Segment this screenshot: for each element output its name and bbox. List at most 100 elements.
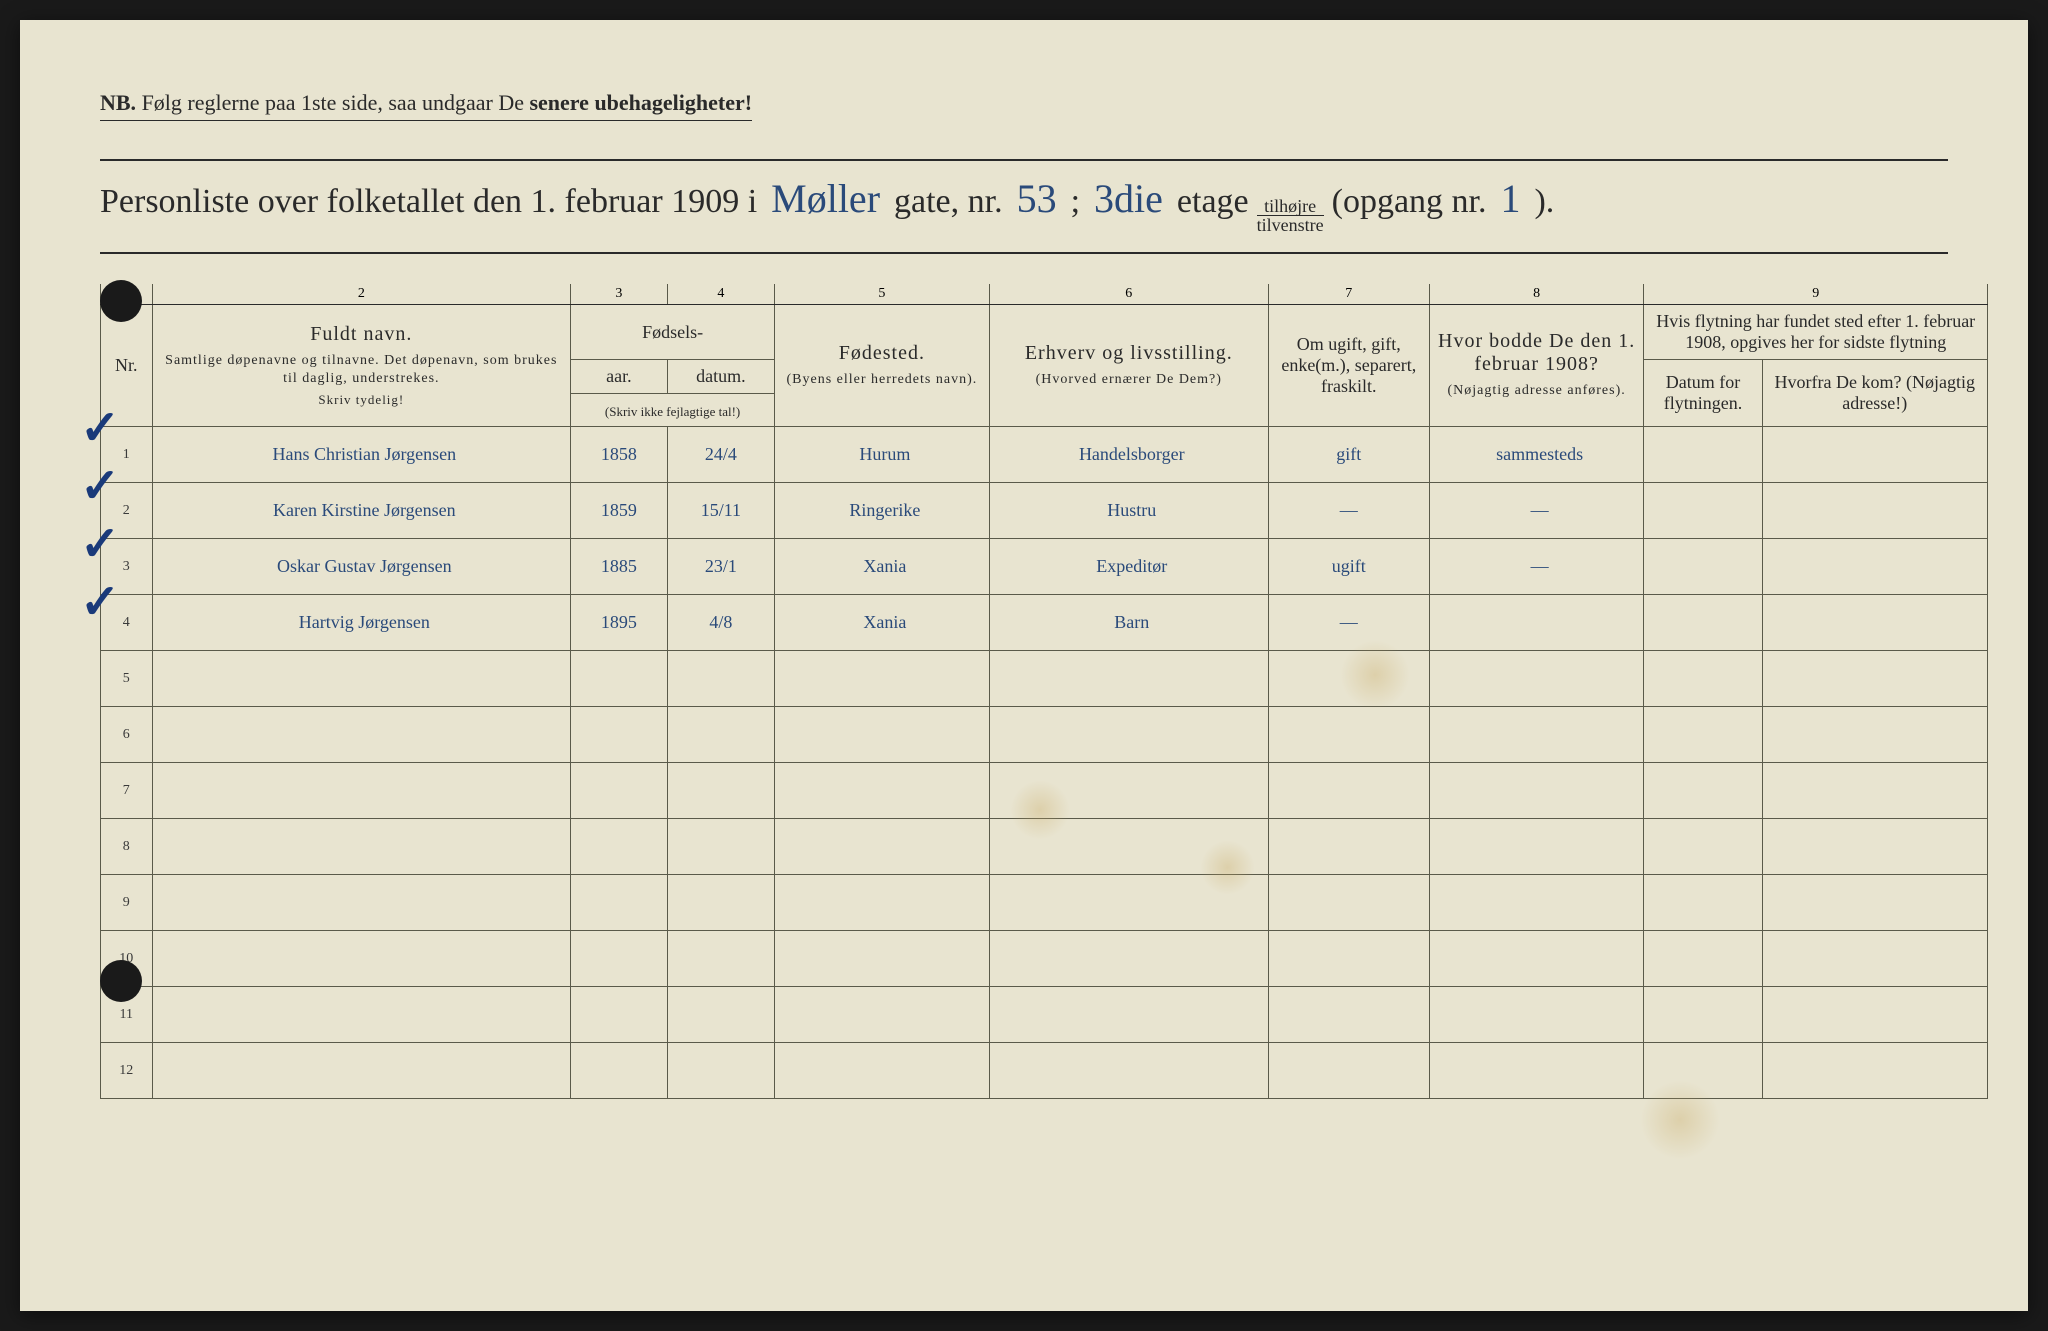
cell bbox=[1762, 483, 1987, 539]
checkmark-icon: ✓ bbox=[80, 400, 120, 456]
cell bbox=[1268, 819, 1429, 875]
colnum: 8 bbox=[1429, 284, 1644, 305]
cell: 1885 bbox=[571, 539, 668, 595]
cell bbox=[1268, 1043, 1429, 1099]
cell bbox=[152, 987, 571, 1043]
cell: 15/11 bbox=[667, 483, 774, 539]
title-semi: ; bbox=[1071, 183, 1080, 221]
cell: 23/1 bbox=[667, 539, 774, 595]
cell: 9 bbox=[101, 875, 153, 931]
nb-prefix: NB. bbox=[100, 90, 136, 115]
floor-number: 3die bbox=[1088, 175, 1169, 222]
hdr-name-tiny: Skriv tydelig! bbox=[159, 392, 565, 408]
hdr-name-main: Fuldt navn. bbox=[310, 323, 412, 345]
etage-label: etage bbox=[1177, 183, 1249, 221]
cell: 8 bbox=[101, 819, 153, 875]
cell bbox=[1268, 987, 1429, 1043]
frac-top: tilhøjre bbox=[1257, 197, 1324, 216]
cell bbox=[1644, 819, 1762, 875]
table-row: 11 bbox=[101, 987, 1988, 1043]
cell bbox=[1762, 651, 1987, 707]
opgang-label: (opgang nr. bbox=[1332, 183, 1487, 221]
cell bbox=[571, 763, 668, 819]
paper-stain bbox=[1010, 780, 1070, 840]
cell bbox=[1762, 595, 1987, 651]
paper-stain bbox=[1340, 640, 1410, 710]
cell bbox=[667, 875, 774, 931]
hdr-flyt-top: Hvis flytning har fundet sted efter 1. f… bbox=[1644, 305, 1988, 360]
cell bbox=[667, 651, 774, 707]
colnum: 6 bbox=[989, 284, 1268, 305]
cell bbox=[1268, 875, 1429, 931]
cell bbox=[1762, 427, 1987, 483]
hdr-date: datum. bbox=[667, 360, 774, 394]
cell bbox=[1268, 763, 1429, 819]
cell bbox=[775, 931, 990, 987]
cell: 1895 bbox=[571, 595, 668, 651]
hdr-status: Om ugift, gift, enke(m.), separert, fras… bbox=[1268, 305, 1429, 427]
cell: Handelsborger bbox=[989, 427, 1268, 483]
hdr-year: aar. bbox=[571, 360, 668, 394]
cell bbox=[1429, 1043, 1644, 1099]
hdr-1908-main: Hvor bodde De den 1. februar 1908? bbox=[1438, 330, 1635, 375]
table-row: 6 bbox=[101, 707, 1988, 763]
cell bbox=[1762, 1043, 1987, 1099]
cell: Xania bbox=[775, 539, 990, 595]
census-table: 1 2 3 4 5 6 7 8 9 Nr. Fuldt navn. Samtli… bbox=[100, 284, 1988, 1099]
cell bbox=[571, 875, 668, 931]
cell bbox=[1644, 651, 1762, 707]
cell bbox=[989, 931, 1268, 987]
column-number-row: 1 2 3 4 5 6 7 8 9 bbox=[101, 284, 1988, 305]
cell: Ringerike bbox=[775, 483, 990, 539]
hdr-yr-tiny: (Skriv ikke fejlagtige tal!) bbox=[575, 404, 770, 420]
cell: — bbox=[1268, 483, 1429, 539]
cell bbox=[775, 1043, 990, 1099]
cell bbox=[775, 819, 990, 875]
table-row: 9 bbox=[101, 875, 1988, 931]
cell bbox=[1268, 931, 1429, 987]
cell: Hartvig Jørgensen bbox=[152, 595, 571, 651]
nb-text: Følg reglerne paa 1ste side, saa undgaar… bbox=[142, 90, 524, 115]
cell bbox=[1644, 987, 1762, 1043]
cell bbox=[989, 651, 1268, 707]
table-row: 4Hartvig Jørgensen18954/8XaniaBarn— bbox=[101, 595, 1988, 651]
side-fraction: tilhøjre tilvenstre bbox=[1257, 197, 1324, 234]
cell bbox=[1429, 595, 1644, 651]
cell bbox=[1762, 875, 1987, 931]
cell bbox=[571, 931, 668, 987]
frac-bot: tilvenstre bbox=[1257, 216, 1324, 234]
cell: sammesteds bbox=[1429, 427, 1644, 483]
cell: gift bbox=[1268, 427, 1429, 483]
cell: 6 bbox=[101, 707, 153, 763]
cell bbox=[775, 707, 990, 763]
cell bbox=[667, 707, 774, 763]
cell bbox=[775, 987, 990, 1043]
punch-hole bbox=[100, 280, 142, 322]
cell: Expeditør bbox=[989, 539, 1268, 595]
table-row: 2Karen Kirstine Jørgensen185915/11Ringer… bbox=[101, 483, 1988, 539]
cell bbox=[152, 819, 571, 875]
cell bbox=[1644, 875, 1762, 931]
cell bbox=[1429, 763, 1644, 819]
cell: — bbox=[1268, 595, 1429, 651]
cell bbox=[1429, 875, 1644, 931]
checkmark-icon: ✓ bbox=[80, 458, 120, 514]
cell bbox=[152, 707, 571, 763]
cell: ugift bbox=[1268, 539, 1429, 595]
hdr-place: Fødested. (Byens eller herredets navn). bbox=[775, 305, 990, 427]
cell bbox=[152, 651, 571, 707]
cell: — bbox=[1429, 483, 1644, 539]
cell bbox=[1644, 483, 1762, 539]
header-row-1: Nr. Fuldt navn. Samtlige døpenavne og ti… bbox=[101, 305, 1988, 360]
colnum: 5 bbox=[775, 284, 990, 305]
cell: Hurum bbox=[775, 427, 990, 483]
cell: — bbox=[1429, 539, 1644, 595]
cell bbox=[1429, 931, 1644, 987]
cell: Barn bbox=[989, 595, 1268, 651]
hdr-place-sub: (Byens eller herredets navn). bbox=[781, 371, 983, 389]
cell: Hans Christian Jørgensen bbox=[152, 427, 571, 483]
table-row: 10 bbox=[101, 931, 1988, 987]
cell: 7 bbox=[101, 763, 153, 819]
cell: 24/4 bbox=[667, 427, 774, 483]
cell bbox=[667, 931, 774, 987]
